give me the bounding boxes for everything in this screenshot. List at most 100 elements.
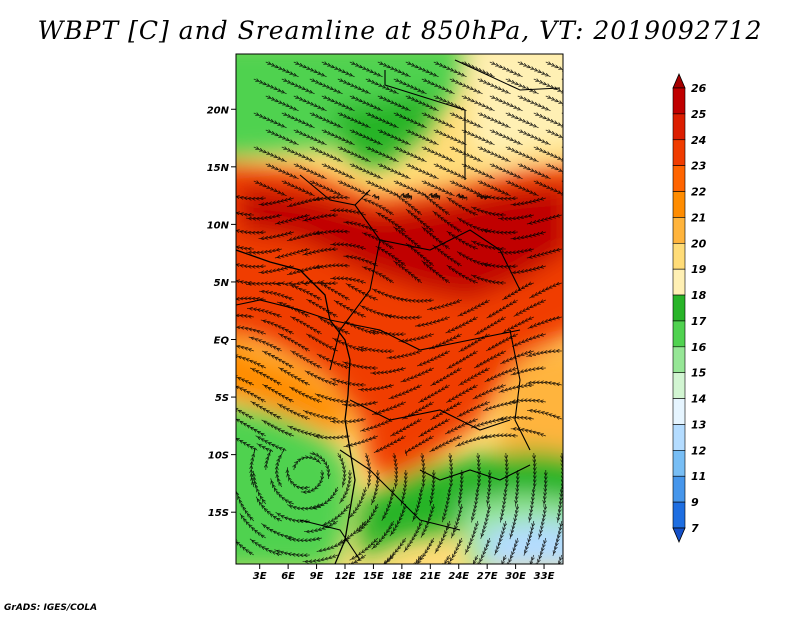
- streamline: [246, 215, 282, 219]
- grads-credit: GrADS: IGES/COLA: [4, 603, 98, 613]
- streamline: [256, 443, 271, 471]
- streamline: [516, 470, 518, 506]
- lat-label: 15N: [207, 163, 230, 174]
- streamline: [348, 486, 366, 519]
- streamline: [330, 210, 366, 215]
- streamline: [416, 351, 450, 367]
- streamline: [286, 266, 322, 275]
- streamline: [561, 112, 563, 114]
- lat-label: EQ: [214, 336, 230, 347]
- streamline: [500, 351, 534, 365]
- lon-axis: 3E 6E 9E 12E 15E 18E 21E 24E 27E 30E 33E: [253, 564, 555, 582]
- streamline: [421, 181, 455, 197]
- streamline: [316, 353, 350, 368]
- streamline: [517, 130, 551, 146]
- streamline: [506, 452, 507, 489]
- streamline: [313, 231, 350, 234]
- streamline: [330, 378, 366, 385]
- streamline: [278, 367, 310, 385]
- streamline: [478, 196, 490, 199]
- streamline: [246, 249, 282, 253]
- streamline: [278, 333, 310, 352]
- streamline: [306, 298, 338, 317]
- streamline: [236, 207, 254, 216]
- streamline: [510, 266, 546, 273]
- lon-label: 9E: [310, 571, 324, 582]
- streamline: [534, 537, 546, 564]
- streamline: [302, 215, 338, 221]
- map-title: WBPT [C] and Sreamline at 850hPa, VT: 20…: [37, 16, 763, 45]
- streamline: [487, 470, 490, 506]
- colorbar-segment: [672, 165, 686, 192]
- streamline: [477, 79, 511, 95]
- streamline: [478, 452, 479, 489]
- streamline: [523, 520, 534, 556]
- streamline: [236, 531, 254, 555]
- streamline: [393, 147, 427, 163]
- streamline: [313, 265, 350, 268]
- streamline: [534, 452, 535, 490]
- streamline: [260, 320, 294, 334]
- streamline: [433, 164, 467, 180]
- streamline: [545, 96, 563, 111]
- streamline: [309, 79, 343, 95]
- streamline: [446, 385, 478, 403]
- streamline: [509, 400, 546, 402]
- streamline: [236, 418, 266, 436]
- colorbar-label: 12: [691, 444, 707, 457]
- streamline: [236, 386, 266, 403]
- lon-label: 6E: [281, 571, 295, 582]
- streamline: [526, 351, 562, 357]
- streamline: [287, 425, 322, 436]
- streamline: [561, 146, 563, 148]
- colorbar-segment: [672, 450, 686, 477]
- colorbar-label: 18: [691, 289, 707, 302]
- lon-label: 15E: [363, 571, 384, 582]
- streamline: [236, 433, 255, 454]
- streamline: [372, 402, 406, 415]
- streamline: [385, 315, 422, 318]
- colorbar-label: 16: [691, 341, 707, 354]
- colorbar-label: 21: [691, 211, 706, 224]
- border-line: [329, 319, 521, 351]
- streamline: [450, 503, 462, 539]
- colorbar-label: 25: [691, 108, 707, 121]
- streamline: [470, 206, 506, 215]
- border-line: [349, 399, 511, 431]
- streamline: [472, 385, 506, 400]
- colorbar-label: 11: [691, 470, 706, 483]
- streamline: [421, 226, 451, 250]
- streamline: [265, 130, 299, 146]
- streamline: [489, 62, 523, 78]
- streamline: [365, 79, 399, 95]
- lat-label: 10S: [208, 451, 229, 462]
- streamline: [421, 260, 451, 284]
- streamline: [513, 300, 546, 317]
- colorbar-label: 7: [691, 522, 699, 535]
- streamline: [262, 383, 294, 402]
- shade-pale-northeast: [470, 54, 563, 160]
- streamline: [337, 147, 371, 163]
- streamline: [446, 196, 478, 215]
- streamline: [361, 232, 394, 250]
- streamline: [458, 368, 490, 386]
- lon-label: 12E: [335, 571, 356, 582]
- streamline: [349, 96, 383, 112]
- streamline: [461, 96, 495, 112]
- streamline: [321, 164, 355, 180]
- streamline: [527, 317, 562, 329]
- streamline: [349, 130, 383, 146]
- streamline: [339, 469, 350, 504]
- colorbar-label: 24: [691, 134, 706, 147]
- streamline: [321, 130, 355, 146]
- lon-label: 3E: [253, 571, 267, 582]
- streamline: [261, 350, 294, 368]
- streamline: [377, 96, 411, 112]
- streamline: [444, 419, 478, 435]
- streamline: [333, 299, 366, 317]
- lon-label: 33E: [534, 571, 555, 582]
- streamline: [418, 385, 450, 404]
- streamline: [449, 113, 483, 129]
- streamline: [330, 278, 366, 283]
